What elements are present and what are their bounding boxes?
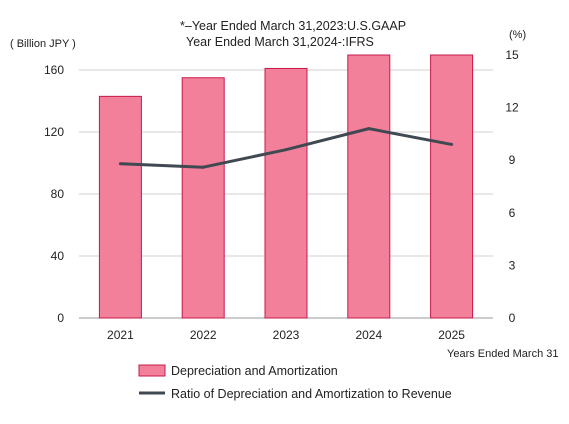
bar-2024 bbox=[347, 54, 391, 319]
legend-line-label: Ratio of Depreciation and Amortization t… bbox=[171, 387, 452, 401]
legend: Depreciation and Amortization Ratio of D… bbox=[138, 364, 452, 401]
left-tick-labels: 0 40 80 120 160 bbox=[44, 63, 64, 325]
right-axis-label: (%) bbox=[509, 29, 526, 41]
right-tick-labels: 0 3 6 9 12 15 bbox=[505, 48, 519, 325]
x-tick-2024: 2024 bbox=[355, 328, 382, 342]
note-line-2: Year Ended March 31,2024-:IFRS bbox=[186, 35, 374, 49]
note-line-1: *–Year Ended March 31,2023:U.S.GAAP bbox=[180, 19, 406, 33]
left-tick-120: 120 bbox=[44, 125, 64, 139]
x-tick-labels: 2021 2022 2023 2024 2025 bbox=[107, 328, 465, 342]
right-tick-15: 15 bbox=[505, 48, 519, 62]
x-tick-2023: 2023 bbox=[273, 328, 300, 342]
bar-2022 bbox=[181, 77, 225, 319]
right-tick-0: 0 bbox=[509, 311, 516, 325]
ratio-point-2022 bbox=[201, 165, 205, 169]
ratio-point-2025 bbox=[450, 142, 454, 146]
right-tick-6: 6 bbox=[509, 206, 516, 220]
bar-2023 bbox=[264, 67, 308, 319]
x-tick-2025: 2025 bbox=[438, 328, 465, 342]
line-series bbox=[118, 127, 454, 169]
legend-bar-swatch bbox=[138, 364, 166, 377]
bar-2025 bbox=[430, 54, 474, 319]
left-tick-40: 40 bbox=[51, 249, 65, 263]
left-tick-80: 80 bbox=[51, 187, 65, 201]
ratio-point-2023 bbox=[284, 148, 288, 152]
right-tick-9: 9 bbox=[509, 153, 516, 167]
left-axis-label: ( Billion JPY ) bbox=[10, 38, 76, 50]
x-tick-2022: 2022 bbox=[190, 328, 217, 342]
right-tick-12: 12 bbox=[505, 101, 519, 115]
left-tick-160: 160 bbox=[44, 63, 64, 77]
ratio-point-2024 bbox=[367, 127, 371, 131]
bar-series bbox=[98, 54, 474, 319]
bar-2021 bbox=[98, 95, 142, 319]
legend-bar-label: Depreciation and Amortization bbox=[171, 364, 338, 378]
right-tick-3: 3 bbox=[509, 258, 516, 272]
ratio-point-2021 bbox=[118, 162, 122, 166]
x-axis-label: Years Ended March 31 bbox=[447, 348, 559, 360]
left-tick-0: 0 bbox=[57, 311, 64, 325]
x-tick-2021: 2021 bbox=[107, 328, 134, 342]
